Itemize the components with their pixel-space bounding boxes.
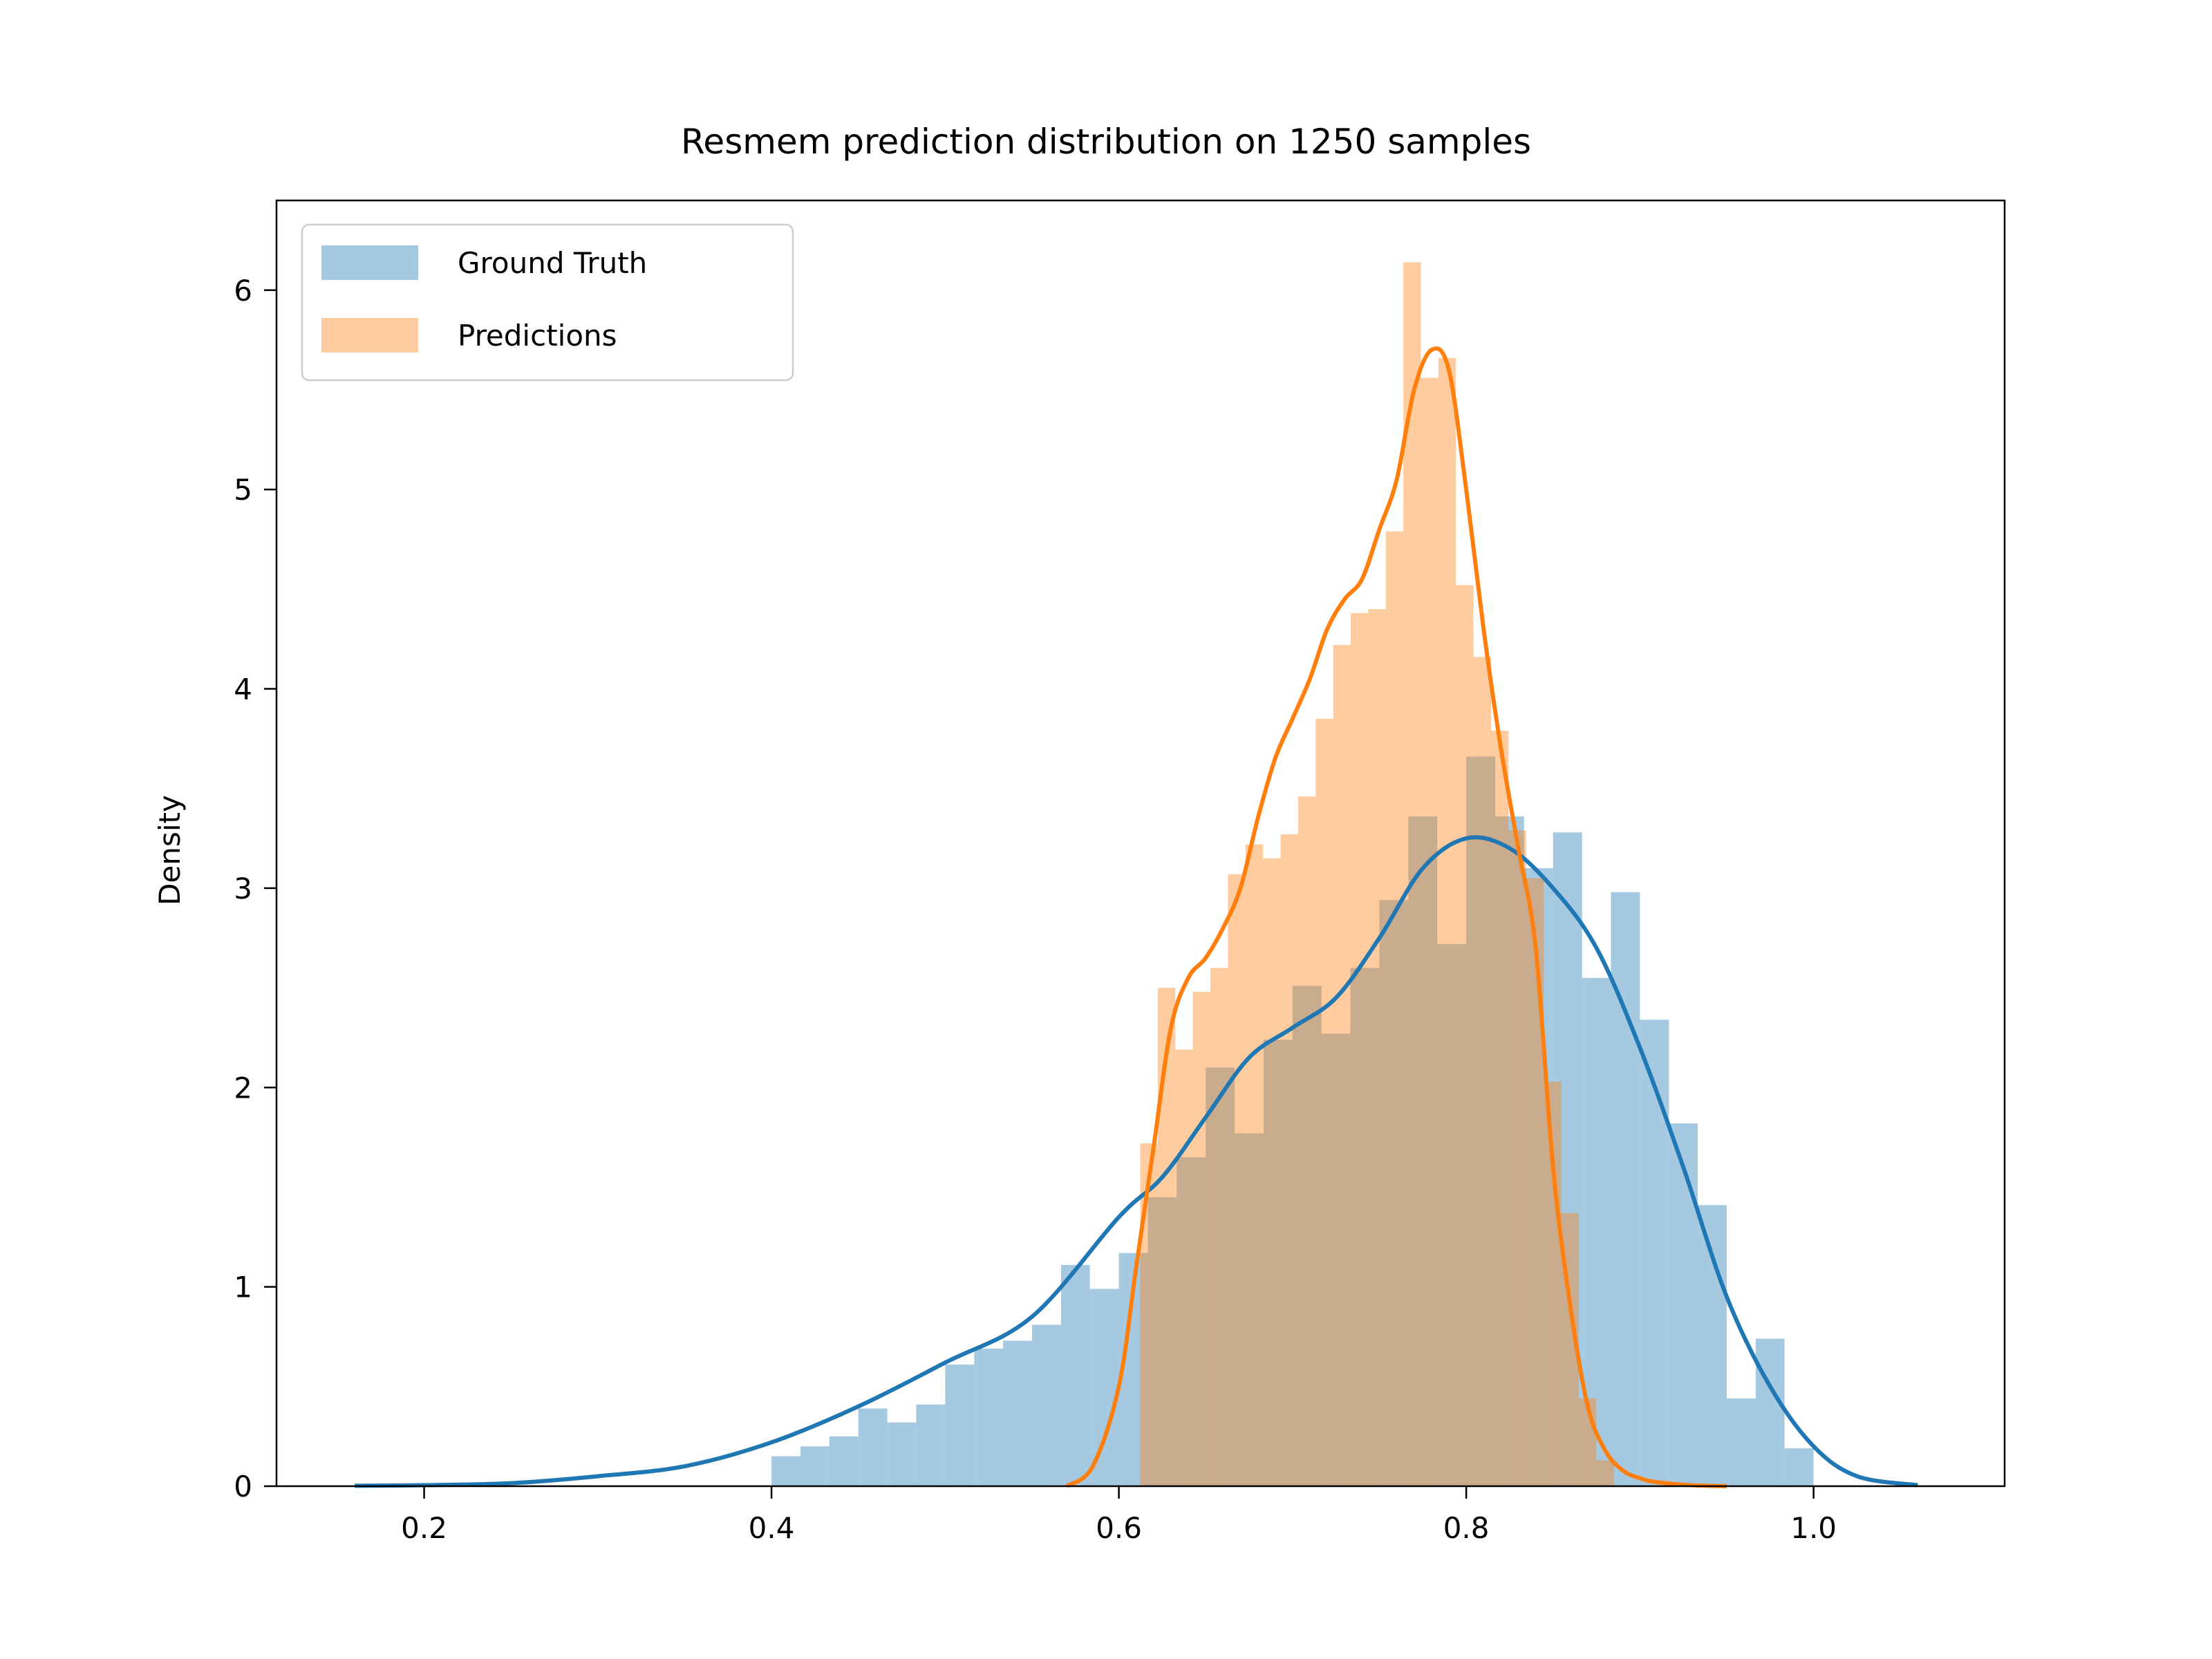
bar-predictions [1438, 357, 1456, 1486]
bar-ground-truth [916, 1404, 946, 1486]
bar-ground-truth [1321, 1033, 1351, 1486]
x-tick-label: 0.2 [401, 1511, 447, 1545]
bar-ground-truth [1553, 832, 1582, 1486]
bars-ground-truth [771, 756, 1814, 1486]
bar-ground-truth [1003, 1340, 1032, 1486]
y-tick-label: 4 [234, 673, 252, 706]
legend-label-ground-truth: Ground Truth [458, 246, 647, 280]
y-axis-label: Density [153, 795, 187, 906]
legend: Ground Truth Predictions [301, 223, 794, 382]
bar-predictions [1491, 731, 1509, 1486]
bar-predictions [1245, 844, 1264, 1486]
bar-ground-truth [1726, 1398, 1756, 1486]
bar-predictions [1456, 585, 1474, 1487]
legend-swatch-ground-truth [321, 245, 418, 280]
bar-ground-truth [1292, 986, 1322, 1486]
bar-predictions [1421, 377, 1438, 1487]
bar-ground-truth [887, 1422, 917, 1486]
x-tick-label: 1.0 [1790, 1511, 1837, 1545]
x-tick-label: 0.8 [1443, 1511, 1490, 1545]
y-tick-label: 0 [234, 1470, 252, 1503]
bar-ground-truth [1060, 1264, 1090, 1486]
kde-line-predictions [1065, 346, 1727, 1488]
y-tick-label: 2 [234, 1071, 252, 1105]
bar-ground-truth [1669, 1123, 1698, 1486]
bar-ground-truth [1640, 1020, 1669, 1486]
plot-frame [275, 199, 2006, 1488]
bar-predictions [1280, 834, 1298, 1486]
bar-predictions [1368, 609, 1386, 1486]
bar-ground-truth [1611, 892, 1640, 1486]
bar-predictions [1351, 612, 1369, 1487]
x-axis-ticks: 0.2 0.4 0.6 0.8 1.0 [401, 1486, 1837, 1545]
bar-predictions [1175, 1049, 1193, 1486]
bar-ground-truth [1755, 1338, 1785, 1486]
x-tick-label: 0.4 [749, 1511, 795, 1545]
bar-predictions [1526, 878, 1544, 1486]
bar-ground-truth [1698, 1205, 1727, 1486]
bar-predictions [1140, 1143, 1158, 1486]
legend-box [301, 223, 794, 382]
bar-ground-truth [1495, 816, 1524, 1486]
bar-predictions [1192, 991, 1211, 1486]
bar-predictions [1508, 830, 1526, 1486]
kde-lines [355, 346, 1918, 1488]
bar-ground-truth [1031, 1324, 1061, 1486]
y-tick-label: 5 [234, 473, 252, 507]
histogram-bars [771, 262, 1814, 1487]
bars-predictions [1140, 262, 1614, 1487]
bar-ground-truth [829, 1436, 859, 1486]
y-tick-label: 6 [234, 274, 252, 308]
bar-ground-truth [945, 1365, 975, 1486]
bar-ground-truth [858, 1408, 888, 1486]
bar-ground-truth [1379, 900, 1409, 1486]
bar-ground-truth [1784, 1448, 1814, 1486]
bar-predictions [1210, 968, 1228, 1486]
bar-ground-truth [1235, 1133, 1264, 1486]
bar-ground-truth [974, 1349, 1004, 1486]
bar-ground-truth [1408, 816, 1438, 1486]
bar-predictions [1263, 858, 1281, 1486]
bar-ground-truth [1206, 1067, 1235, 1486]
y-tick-label: 1 [234, 1271, 252, 1304]
kde-line-ground-truth [355, 835, 1918, 1488]
chart-title: Resmem prediction distribution on 1250 s… [681, 122, 1531, 162]
legend-label-predictions: Predictions [458, 319, 617, 353]
bar-ground-truth [1437, 944, 1467, 1486]
bar-ground-truth [1263, 1040, 1293, 1486]
bar-ground-truth [771, 1456, 801, 1486]
bar-predictions [1385, 531, 1404, 1486]
bar-ground-truth [1350, 968, 1380, 1486]
bar-ground-truth [800, 1446, 830, 1486]
bar-predictions [1157, 988, 1176, 1486]
bar-predictions [1596, 1460, 1614, 1486]
bar-predictions [1473, 657, 1492, 1486]
bar-predictions [1333, 645, 1351, 1486]
legend-swatch-predictions [321, 318, 418, 353]
bar-predictions [1228, 874, 1246, 1486]
y-tick-label: 3 [234, 872, 252, 906]
x-tick-label: 0.6 [1096, 1511, 1142, 1545]
bar-ground-truth [1177, 1157, 1206, 1486]
bar-ground-truth [1089, 1288, 1119, 1486]
bar-predictions [1315, 718, 1333, 1486]
bar-ground-truth [1466, 756, 1496, 1486]
bar-ground-truth [1147, 1197, 1177, 1486]
y-axis-ticks: 0 1 2 3 4 5 6 [234, 274, 276, 1503]
bar-predictions [1297, 796, 1316, 1486]
